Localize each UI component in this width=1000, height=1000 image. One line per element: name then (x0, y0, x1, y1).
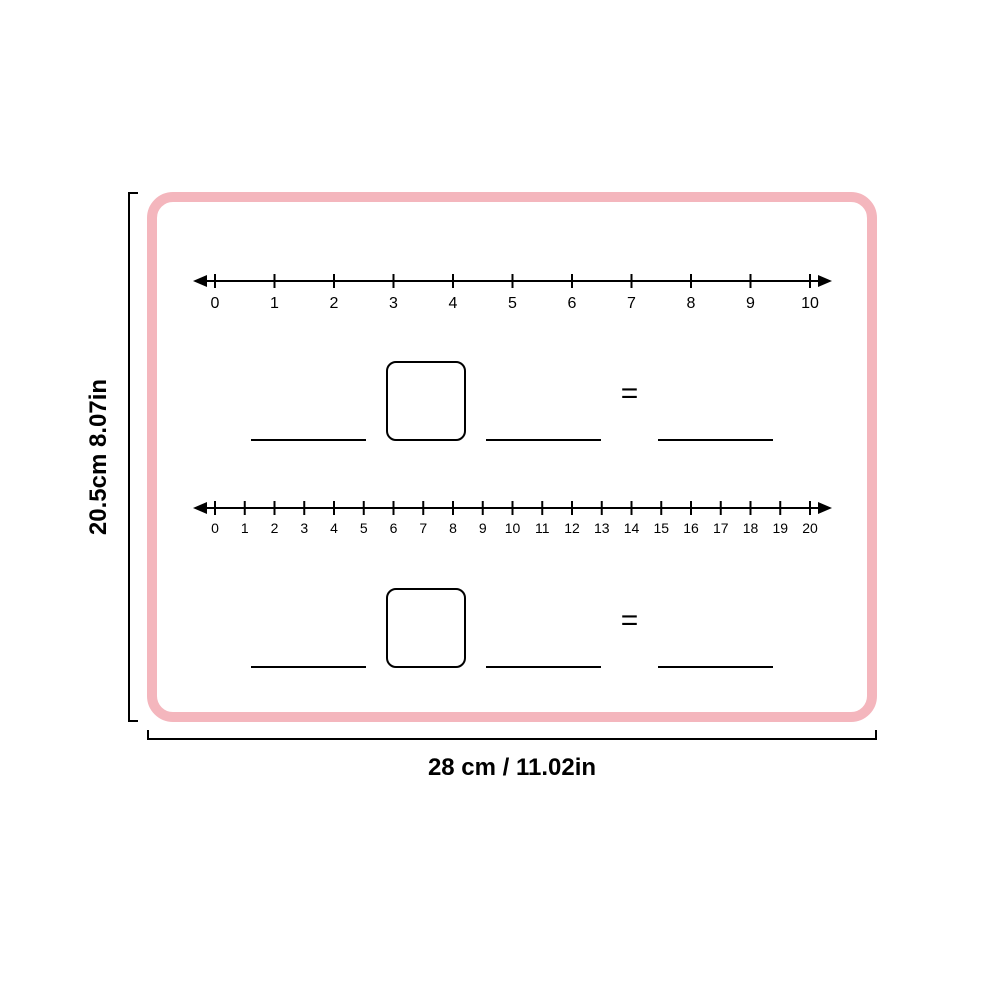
svg-text:6: 6 (389, 520, 397, 536)
svg-text:13: 13 (593, 520, 609, 536)
dim-bracket-horizontal (147, 730, 877, 740)
svg-text:0: 0 (210, 295, 219, 312)
svg-text:5: 5 (359, 520, 367, 536)
svg-text:3: 3 (389, 295, 398, 312)
svg-text:6: 6 (567, 295, 576, 312)
svg-text:10: 10 (504, 520, 520, 536)
svg-text:7: 7 (419, 520, 427, 536)
svg-text:0: 0 (211, 520, 219, 536)
number-line-0-20: 01234567891011121314151617181920 (193, 488, 832, 548)
equation-row-2: = (214, 592, 810, 668)
svg-text:18: 18 (742, 520, 758, 536)
svg-text:2: 2 (270, 520, 278, 536)
svg-text:4: 4 (330, 520, 338, 536)
dim-bracket-vertical (128, 192, 138, 722)
svg-text:10: 10 (801, 295, 819, 312)
svg-text:3: 3 (300, 520, 308, 536)
svg-text:5: 5 (508, 295, 517, 312)
svg-text:9: 9 (478, 520, 486, 536)
stage: 20.5cm 8.07in 28 cm / 11.02in 0123456789… (0, 0, 1000, 1000)
blank-operand-1 (251, 439, 366, 441)
svg-text:8: 8 (686, 295, 695, 312)
svg-text:1: 1 (270, 295, 279, 312)
equals-sign: = (621, 606, 639, 636)
svg-text:8: 8 (449, 520, 457, 536)
svg-text:14: 14 (623, 520, 639, 536)
svg-text:12: 12 (564, 520, 580, 536)
svg-text:11: 11 (534, 520, 549, 536)
dim-label-horizontal: 28 cm / 11.02in (402, 754, 622, 782)
svg-text:9: 9 (746, 295, 755, 312)
equals-sign: = (621, 379, 639, 409)
equation-row-1: = (214, 365, 810, 441)
svg-text:15: 15 (653, 520, 669, 536)
svg-text:2: 2 (329, 295, 338, 312)
board: 012345678910 = 0123456789101112131415161… (147, 192, 877, 722)
operator-box (386, 588, 466, 668)
svg-text:1: 1 (240, 520, 248, 536)
svg-text:17: 17 (712, 520, 728, 536)
blank-operand-1 (251, 666, 366, 668)
svg-text:7: 7 (627, 295, 636, 312)
svg-text:16: 16 (683, 520, 699, 536)
svg-text:4: 4 (448, 295, 457, 312)
blank-result (658, 439, 773, 441)
dim-label-vertical: 20.5cm 8.07in (85, 357, 113, 557)
svg-text:20: 20 (802, 520, 818, 536)
blank-operand-2 (486, 439, 601, 441)
svg-text:19: 19 (772, 520, 788, 536)
blank-operand-2 (486, 666, 601, 668)
operator-box (386, 361, 466, 441)
blank-result (658, 666, 773, 668)
number-line-0-10: 0 1 2 3 4 5 6 7 8 9 10 (193, 261, 832, 321)
